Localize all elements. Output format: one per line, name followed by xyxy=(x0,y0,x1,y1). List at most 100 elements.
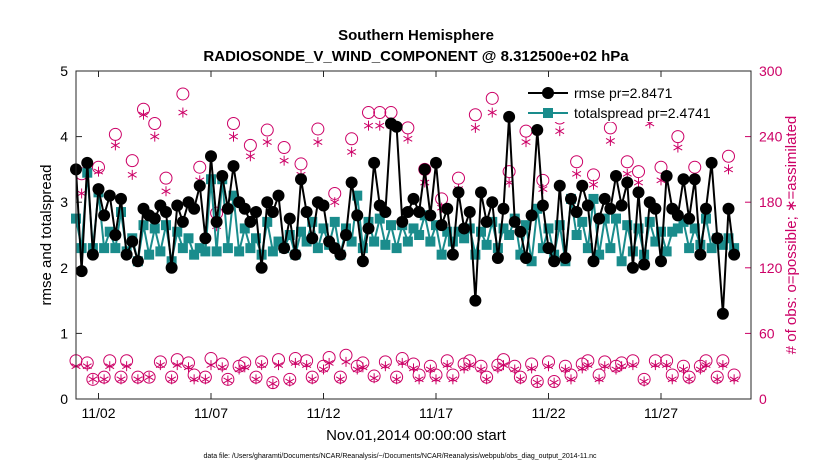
assimilated-obs-marker xyxy=(363,120,374,131)
possible-obs-marker xyxy=(227,116,240,130)
totalspread-point xyxy=(611,213,621,224)
rmse-point xyxy=(160,206,172,219)
totalspread-point xyxy=(543,223,554,234)
totalspread-point xyxy=(504,230,515,240)
assimilated-obs-marker xyxy=(673,142,683,153)
rmse-point xyxy=(469,294,482,307)
rmse-point xyxy=(317,199,330,212)
assimilated-obs-marker xyxy=(341,356,351,367)
assimilated-obs-marker xyxy=(150,131,160,142)
y-axis-label: rmse and totalspread xyxy=(38,165,55,306)
assimilated-marker-stroke xyxy=(341,358,351,365)
assimilated-marker-stroke xyxy=(127,171,137,178)
assimilated-marker-stroke xyxy=(673,144,683,151)
rmse-point xyxy=(655,255,667,268)
totalspread-point xyxy=(689,223,700,234)
assimilated-marker-stroke xyxy=(498,362,509,369)
rmse-series xyxy=(70,110,741,320)
assimilated-obs-marker xyxy=(465,360,475,371)
totalspread-point xyxy=(717,239,728,250)
assimilated-obs-marker xyxy=(228,131,239,142)
totalspread-point xyxy=(183,233,194,244)
totalspread-point xyxy=(481,239,492,250)
rmse-point xyxy=(81,156,94,169)
totalspread-point xyxy=(352,190,363,201)
rmse-point xyxy=(508,215,521,228)
assimilated-marker-stroke xyxy=(583,362,593,369)
assimilated-marker-stroke xyxy=(572,170,582,177)
y2-tick-label: 300 xyxy=(759,63,783,79)
totalspread-point xyxy=(144,249,155,260)
assimilated-marker-stroke xyxy=(560,366,570,373)
assimilated-obs-marker xyxy=(110,140,120,151)
assimilated-obs-marker xyxy=(662,360,672,371)
rmse-point xyxy=(452,186,465,199)
totalspread-point xyxy=(447,236,458,247)
totalspread-point xyxy=(284,230,295,240)
assimilated-marker-stroke xyxy=(684,376,694,383)
rmse-point xyxy=(480,215,493,228)
assimilated-marker-stroke xyxy=(347,148,357,155)
rmse-point xyxy=(491,251,504,264)
assimilated-obs-marker xyxy=(307,374,317,385)
assimilated-obs-marker xyxy=(88,374,98,385)
assimilated-obs-marker xyxy=(268,378,278,389)
totalspread-point xyxy=(661,246,672,257)
rmse-point xyxy=(98,209,111,222)
assimilated-marker-stroke xyxy=(392,376,402,383)
assimilated-obs-marker xyxy=(369,373,379,384)
totalspread-point xyxy=(616,256,627,267)
assimilated-marker-stroke xyxy=(358,364,368,371)
rmse-point xyxy=(565,192,577,205)
assimilated-obs-marker xyxy=(633,177,644,188)
rmse-point xyxy=(401,206,414,219)
assimilated-obs-marker xyxy=(257,360,267,371)
totalspread-point xyxy=(706,243,717,254)
assimilated-obs-marker xyxy=(285,376,295,387)
assimilated-marker-stroke xyxy=(408,365,419,372)
obs-count-markers xyxy=(69,87,741,390)
assimilated-obs-marker xyxy=(122,361,132,372)
assimilated-marker-stroke xyxy=(375,122,385,129)
rmse-point xyxy=(486,196,499,209)
totalspread-point xyxy=(239,223,250,234)
totalspread-point xyxy=(627,246,638,257)
assimilated-marker-stroke xyxy=(189,376,199,383)
rmse-point xyxy=(559,251,572,264)
assimilated-obs-marker xyxy=(431,374,441,385)
assimilated-marker-stroke xyxy=(628,362,638,369)
rmse-point xyxy=(716,307,729,320)
assimilated-obs-marker xyxy=(729,374,739,385)
possible-obs-marker xyxy=(688,160,702,174)
assimilated-marker-stroke xyxy=(555,128,565,135)
possible-obs-marker xyxy=(148,116,162,130)
assimilated-obs-marker xyxy=(127,169,137,180)
x-axis-label: Nov.01,2014 00:00:00 start xyxy=(326,427,507,444)
assimilated-marker-stroke xyxy=(639,378,649,385)
assimilated-marker-stroke xyxy=(155,362,165,369)
rmse-point xyxy=(536,199,549,212)
totalspread-point xyxy=(476,226,486,237)
totalspread-point xyxy=(650,236,661,247)
rmse-point xyxy=(148,212,161,225)
rmse-point xyxy=(671,209,684,222)
rmse-point xyxy=(424,209,437,222)
assimilated-marker-stroke xyxy=(588,181,599,188)
assimilated-marker-stroke xyxy=(262,139,272,145)
assimilated-marker-stroke xyxy=(712,376,722,383)
totalspread-point xyxy=(99,243,110,254)
x-tick-label: 11/17 xyxy=(419,405,453,421)
assimilated-marker-stroke xyxy=(251,376,261,383)
rmse-point xyxy=(407,192,420,205)
assimilated-marker-stroke xyxy=(290,359,300,366)
assimilated-marker-stroke xyxy=(633,179,644,186)
assimilated-obs-marker xyxy=(588,179,599,190)
assimilated-marker-stroke xyxy=(257,362,267,369)
assimilated-obs-marker xyxy=(442,360,452,371)
assimilated-obs-marker xyxy=(600,361,610,372)
totalspread-point xyxy=(672,223,683,234)
assimilated-obs-marker xyxy=(487,107,497,118)
assimilated-marker-stroke xyxy=(200,376,210,383)
assimilated-marker-stroke xyxy=(240,364,250,371)
assimilated-marker-stroke xyxy=(307,376,317,383)
